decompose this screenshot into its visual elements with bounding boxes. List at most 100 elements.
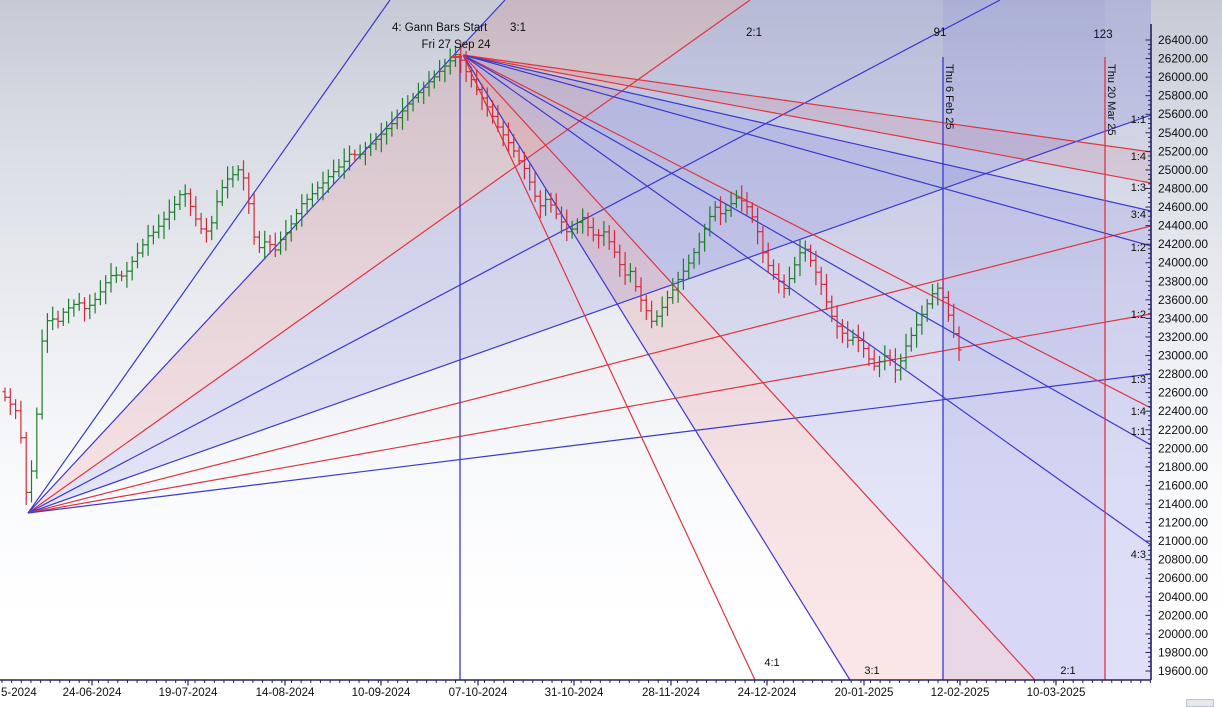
price-bar-down bbox=[187, 188, 194, 217]
price-bar-down bbox=[945, 291, 951, 322]
price-bar-down bbox=[548, 192, 554, 213]
gann-fan-line[interactable] bbox=[462, 54, 1152, 546]
price-bar-up bbox=[103, 275, 109, 305]
y-axis-price-label: 21200.00 bbox=[1158, 516, 1208, 530]
price-bar-down bbox=[622, 252, 628, 285]
y-axis-price-label: 26400.00 bbox=[1158, 33, 1208, 47]
price-bar-down bbox=[633, 267, 639, 292]
price-bar-up bbox=[362, 141, 368, 166]
gann-fan-line[interactable] bbox=[27, 0, 506, 514]
gann-ratio-label: 1:1 bbox=[1131, 114, 1146, 126]
y-axis-price-label: 22600.00 bbox=[1158, 386, 1208, 400]
price-bar-down bbox=[272, 232, 278, 258]
price-bar-down bbox=[490, 100, 496, 124]
time-line-label: Thu 6 Feb 25 bbox=[943, 64, 955, 129]
y-axis-price-label: 21000.00 bbox=[1158, 534, 1208, 548]
price-bar-up bbox=[924, 298, 930, 322]
price-bar-up bbox=[76, 292, 82, 311]
gann-fan-line[interactable] bbox=[462, 54, 1152, 153]
price-bar-down bbox=[606, 225, 612, 250]
gann-shaded-region bbox=[28, 0, 1151, 513]
price-bar-down bbox=[352, 149, 358, 162]
gann-fan-line[interactable] bbox=[27, 0, 1001, 514]
y-axis-price-label: 22200.00 bbox=[1158, 423, 1208, 437]
y-axis-price-label: 23800.00 bbox=[1158, 274, 1208, 288]
gann-fan-line[interactable] bbox=[462, 54, 851, 681]
price-bar-down bbox=[532, 172, 538, 203]
gann-ratio-label: 4:3 bbox=[1131, 549, 1146, 561]
scrollbar-corner[interactable] bbox=[1186, 699, 1214, 707]
y-axis-price-label: 23600.00 bbox=[1158, 293, 1208, 307]
gann-fan-line[interactable] bbox=[462, 54, 1152, 247]
price-bar-down bbox=[834, 305, 840, 339]
price-bar-down bbox=[781, 274, 787, 298]
price-bar-up bbox=[702, 223, 708, 252]
top-annotation-label: Fri 27 Sep 24 bbox=[421, 39, 491, 51]
gann-shaded-region bbox=[943, 0, 1105, 680]
gann-fan-line[interactable] bbox=[27, 114, 1152, 514]
y-axis-price-label: 19800.00 bbox=[1158, 645, 1208, 659]
price-bar-up bbox=[405, 95, 411, 121]
price-bar-up bbox=[71, 299, 77, 317]
price-bar-up bbox=[627, 263, 633, 283]
gann-ratio-label: 4:1 bbox=[764, 657, 779, 669]
price-bar-down bbox=[2, 387, 8, 402]
price-bar-down bbox=[511, 134, 517, 158]
price-bar-up bbox=[437, 59, 443, 82]
gann-fan-line[interactable] bbox=[462, 54, 756, 681]
price-bar-up bbox=[39, 329, 45, 420]
y-axis-price-label: 20400.00 bbox=[1158, 590, 1208, 604]
price-bar-up bbox=[686, 254, 692, 280]
y-axis-price-label: 20200.00 bbox=[1158, 608, 1208, 622]
price-bar-down bbox=[553, 193, 559, 220]
price-bar-up bbox=[680, 258, 686, 290]
gann-fan-line[interactable] bbox=[27, 373, 1152, 514]
price-bar-up bbox=[113, 266, 119, 284]
gann-fan-line[interactable] bbox=[462, 54, 1152, 409]
gann-ratio-label: 1:1 bbox=[1131, 426, 1146, 438]
price-bar-up bbox=[172, 195, 178, 221]
price-bar-up bbox=[124, 261, 130, 288]
price-bar-up bbox=[929, 283, 936, 309]
gann-fan-line[interactable] bbox=[462, 54, 1152, 184]
price-bar-up bbox=[431, 70, 437, 89]
price-bar-up bbox=[140, 238, 146, 258]
price-bar-up bbox=[914, 311, 920, 348]
price-bar-up bbox=[235, 165, 241, 181]
price-bar-up bbox=[580, 208, 586, 234]
gann-fan-line[interactable] bbox=[27, 313, 1152, 514]
gann-fan-line[interactable] bbox=[27, 0, 391, 514]
price-bar-up bbox=[293, 208, 300, 231]
x-axis-date-label: 10-03-2025 bbox=[1027, 687, 1086, 699]
gann-fan-line[interactable] bbox=[27, 225, 1152, 514]
price-bar-up bbox=[262, 230, 268, 260]
y-axis-price-label: 23000.00 bbox=[1158, 349, 1208, 363]
top-annotation-label: 2:1 bbox=[746, 27, 762, 39]
y-axis-price-label: 22400.00 bbox=[1158, 404, 1208, 418]
price-bar-down bbox=[611, 230, 618, 258]
price-bar-down bbox=[23, 431, 29, 505]
x-axis-date-label: 31-10-2024 bbox=[545, 687, 604, 699]
gann-fan-line[interactable] bbox=[462, 54, 1152, 446]
price-bar-up bbox=[66, 298, 72, 324]
price-bar-up bbox=[156, 214, 162, 239]
price-bar-up bbox=[691, 248, 697, 269]
price-bar-up bbox=[898, 353, 904, 381]
price-bar-down bbox=[484, 87, 490, 117]
price-bar-up bbox=[723, 203, 729, 223]
gann-fan-line[interactable] bbox=[462, 54, 1152, 212]
price-bar-up bbox=[166, 199, 172, 230]
gann-fan-line[interactable] bbox=[462, 54, 1036, 681]
price-bar-down bbox=[479, 83, 485, 111]
price-bar-up bbox=[903, 333, 909, 369]
price-bar-down bbox=[193, 196, 199, 227]
price-bar-up bbox=[426, 71, 432, 97]
price-bar-up bbox=[129, 256, 135, 281]
price-bar-up bbox=[574, 218, 580, 234]
price-bar-down bbox=[516, 146, 522, 165]
price-bar-down bbox=[643, 295, 649, 321]
price-bar-up bbox=[50, 306, 56, 331]
price-bar-up bbox=[410, 92, 416, 112]
